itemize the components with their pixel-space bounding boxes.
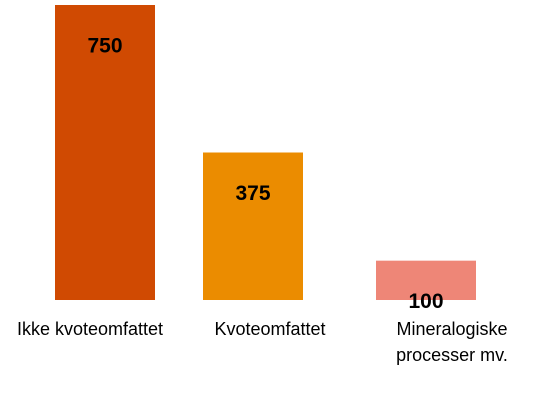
- bar: [376, 260, 476, 300]
- bar: [203, 152, 303, 300]
- category-label: Kvoteomfattet: [214, 319, 326, 339]
- value-label: 100: [408, 290, 443, 310]
- category-label: Mineralogiske processer mv.: [396, 319, 508, 365]
- category-label: Ikke kvoteomfattet: [16, 319, 164, 339]
- value-label: 375: [235, 182, 270, 205]
- value-label: 750: [87, 35, 122, 58]
- bar: [55, 5, 155, 300]
- chart: 750 375 100: [55, 5, 476, 310]
